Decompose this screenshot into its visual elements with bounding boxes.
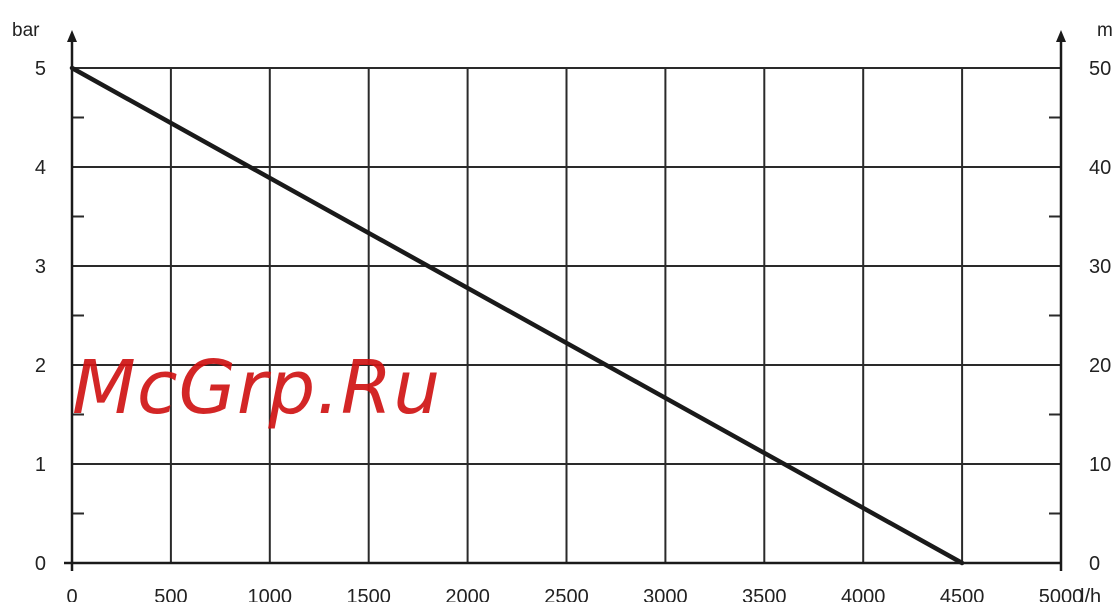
x-tick-label: 0 — [66, 586, 77, 602]
x-tick-label: 2500 — [544, 586, 589, 602]
y-left-tick-label: 3 — [35, 256, 46, 278]
y-left-tick-label: 4 — [35, 157, 46, 179]
y-right-tick-label: 10 — [1089, 454, 1111, 476]
y-right-unit-label: m — [1097, 20, 1113, 41]
x-unit-label: l/h — [1080, 586, 1101, 602]
y-right-tick-label: 50 — [1089, 58, 1111, 80]
grid — [71, 67, 1062, 564]
series-line-0 — [69, 65, 965, 566]
x-tick-label: 3500 — [742, 586, 787, 602]
x-tick-label: 4000 — [841, 586, 886, 602]
series — [69, 65, 965, 566]
y-left-tick-label: 1 — [35, 454, 46, 476]
x-tick-label: 1500 — [346, 586, 391, 602]
x-tick-label: 500 — [154, 586, 187, 602]
y-right-tick-label: 0 — [1089, 553, 1100, 575]
y-right-tick-label: 40 — [1089, 157, 1111, 179]
x-tick-label: 5000 — [1039, 586, 1084, 602]
y-left-tick-label: 2 — [35, 355, 46, 377]
y-right-tick-label: 30 — [1089, 256, 1111, 278]
x-tick-label: 4500 — [940, 586, 985, 602]
y-right-tick-label: 20 — [1089, 355, 1111, 377]
y-left-tick-label: 0 — [35, 553, 46, 575]
x-tick-label: 1000 — [248, 586, 293, 602]
axes — [64, 30, 1066, 571]
x-tick-label: 3000 — [643, 586, 688, 602]
y-left-unit-label: bar — [12, 20, 40, 41]
y-left-tick-label: 5 — [35, 58, 46, 80]
x-tick-label: 2000 — [445, 586, 490, 602]
